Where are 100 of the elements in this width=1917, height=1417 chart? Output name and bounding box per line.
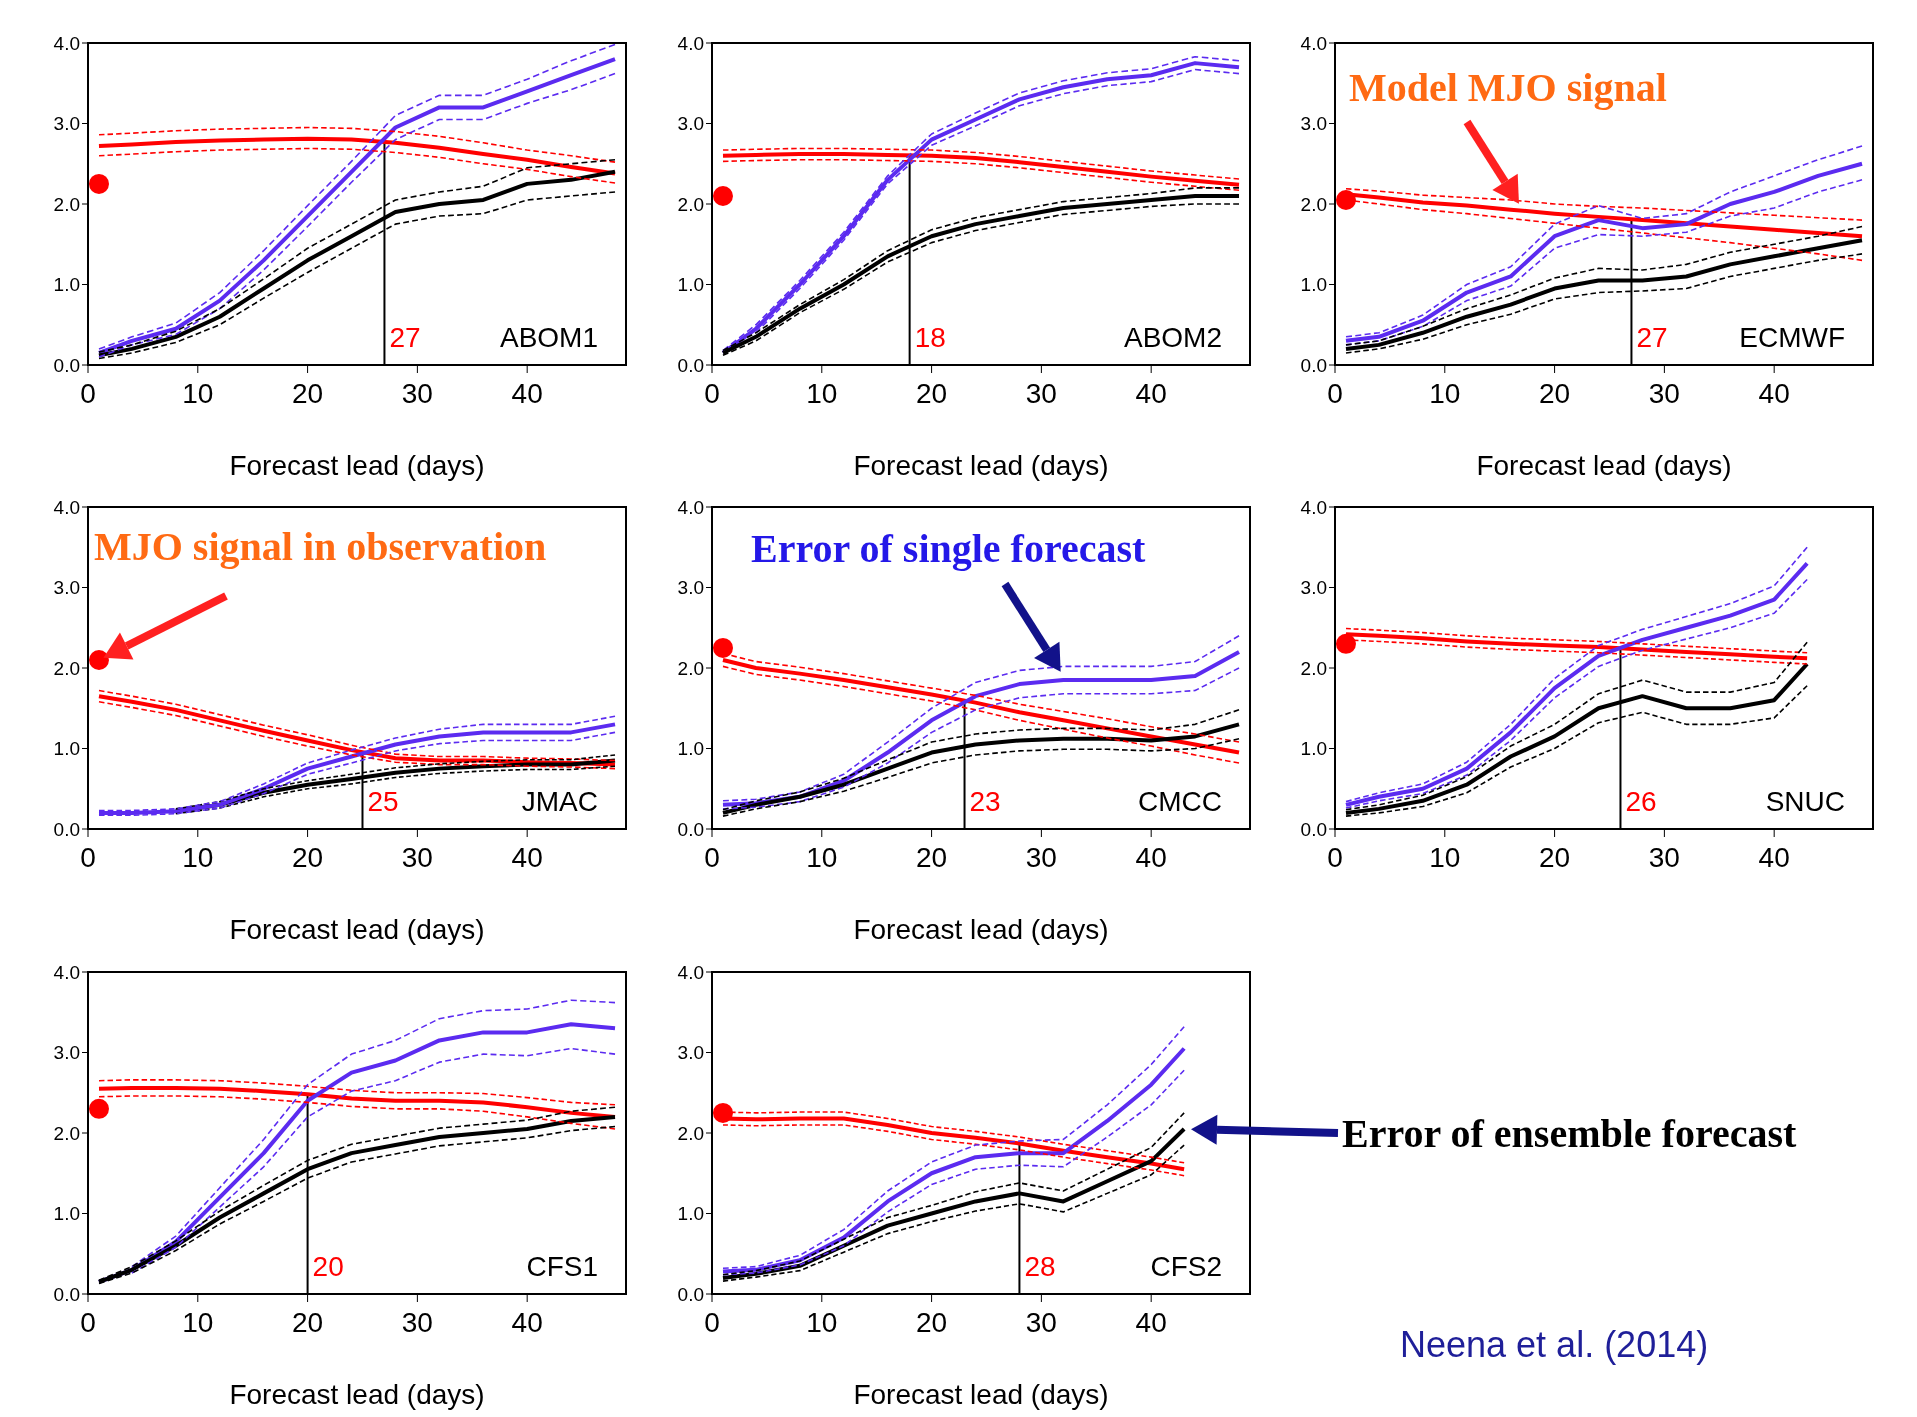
x-tick-label: 20 (1539, 377, 1571, 409)
y-tick-label: 0.0 (677, 1283, 704, 1305)
x-tick-label: 0 (1327, 841, 1343, 873)
ref-line-label: 20 (312, 1251, 344, 1282)
x-tick-label: 40 (1758, 841, 1790, 873)
x-tick-label: 10 (182, 1306, 214, 1338)
line-series (131, 1047, 616, 1274)
y-tick-label: 1.0 (677, 738, 704, 760)
y-tick-label: 4.0 (53, 961, 80, 983)
line-series (98, 126, 616, 163)
x-tick-label: 30 (1025, 841, 1057, 873)
annotation: ABOM2 (1123, 322, 1222, 353)
y-tick-label: 4.0 (53, 32, 80, 54)
x-tick-label: 30 (1025, 377, 1057, 409)
line-series (1345, 627, 1808, 654)
y-tick-label: 3.0 (677, 1042, 704, 1064)
x-tick-label: 0 (80, 377, 96, 409)
y-tick-label: 1.0 (53, 1203, 80, 1225)
x-axis-title: Forecast lead (days) (229, 1379, 485, 1410)
x-tick-label: 0 (704, 1306, 720, 1338)
x-tick-label: 40 (1135, 841, 1167, 873)
line-series (722, 665, 1240, 764)
x-tick-label: 30 (401, 377, 433, 409)
y-tick-label: 2.0 (1300, 193, 1327, 215)
x-axis-title: Forecast lead (days) (229, 450, 485, 481)
y-tick-label: 2.0 (677, 657, 704, 679)
ref-line-label: 23 (969, 786, 1001, 817)
x-tick-label: 10 (1429, 377, 1461, 409)
y-tick-label: 0.0 (1300, 354, 1327, 376)
line-series (722, 158, 1240, 192)
x-axis-title: Forecast lead (days) (229, 914, 485, 945)
annotation: SNUC (1765, 786, 1845, 817)
x-tick-label: 10 (806, 377, 838, 409)
y-tick-label: 1.0 (53, 274, 80, 296)
ref-line-label: 18 (914, 322, 946, 353)
x-tick-label: 20 (1539, 841, 1571, 873)
annotation: CFS1 (526, 1251, 598, 1282)
x-tick-label: 30 (1025, 1306, 1057, 1338)
x-tick-label: 0 (80, 1306, 96, 1338)
x-tick-label: 20 (916, 841, 948, 873)
y-tick-label: 4.0 (1300, 32, 1327, 54)
y-tick-label: 3.0 (1300, 113, 1327, 135)
y-tick-label: 1.0 (677, 274, 704, 296)
y-tick-label: 4.0 (53, 496, 80, 518)
annotation: JMAC (521, 786, 598, 817)
annotation: Model MJO signal (1349, 65, 1667, 110)
x-tick-label: 10 (182, 377, 214, 409)
x-tick-label: 40 (1758, 377, 1790, 409)
x-tick-label: 10 (806, 841, 838, 873)
x-axis-title: Forecast lead (days) (853, 914, 1109, 945)
y-tick-label: 4.0 (677, 496, 704, 518)
y-tick-label: 4.0 (677, 961, 704, 983)
x-tick-label: 10 (1429, 841, 1461, 873)
y-tick-label: 2.0 (53, 193, 80, 215)
x-tick-label: 30 (401, 841, 433, 873)
y-tick-label: 0.0 (53, 1283, 80, 1305)
annotation: ABOM1 (499, 322, 598, 353)
x-tick-label: 40 (511, 841, 543, 873)
y-tick-label: 2.0 (677, 193, 704, 215)
x-tick-label: 0 (1327, 377, 1343, 409)
x-tick-label: 0 (704, 377, 720, 409)
ref-line-label: 26 (1625, 786, 1657, 817)
text: Error of ensemble forecast (1342, 1111, 1797, 1156)
y-tick-label: 3.0 (53, 1042, 80, 1064)
y-tick-label: 1.0 (1300, 738, 1327, 760)
line-series (96, 136, 618, 176)
y-tick-label: 3.0 (1300, 577, 1327, 599)
y-tick-label: 3.0 (677, 577, 704, 599)
annotation: MJO signal in observation (94, 524, 547, 569)
x-tick-label: 0 (704, 841, 720, 873)
line-series (720, 152, 1242, 187)
x-axis-title: Forecast lead (days) (853, 450, 1109, 481)
x-tick-label: 40 (1135, 377, 1167, 409)
y-tick-label: 0.0 (53, 354, 80, 376)
y-tick-label: 2.0 (677, 1122, 704, 1144)
x-tick-label: 10 (806, 1306, 838, 1338)
x-tick-label: 0 (80, 841, 96, 873)
x-tick-label: 30 (1648, 841, 1680, 873)
ref-line-label: 25 (367, 786, 399, 817)
y-tick-label: 2.0 (53, 1122, 80, 1144)
x-tick-label: 40 (1135, 1306, 1167, 1338)
x-tick-label: 30 (1648, 377, 1680, 409)
y-tick-label: 0.0 (677, 354, 704, 376)
annotation: CFS2 (1150, 1251, 1222, 1282)
x-axis-title: Forecast lead (days) (1476, 450, 1732, 481)
y-tick-label: 1.0 (677, 1203, 704, 1225)
y-tick-label: 3.0 (677, 113, 704, 135)
annotation: ECMWF (1739, 322, 1845, 353)
y-tick-label: 0.0 (53, 818, 80, 840)
y-tick-label: 1.0 (53, 738, 80, 760)
line-series (98, 1079, 616, 1106)
line-series (722, 147, 1240, 180)
y-tick-label: 2.0 (53, 657, 80, 679)
x-tick-label: 40 (511, 1306, 543, 1338)
ref-line-label: 28 (1024, 1251, 1056, 1282)
y-tick-label: 4.0 (1300, 496, 1327, 518)
y-tick-label: 3.0 (53, 577, 80, 599)
x-tick-label: 20 (916, 377, 948, 409)
y-tick-label: 2.0 (1300, 657, 1327, 679)
text: Neena et al. (2014) (1400, 1324, 1709, 1365)
